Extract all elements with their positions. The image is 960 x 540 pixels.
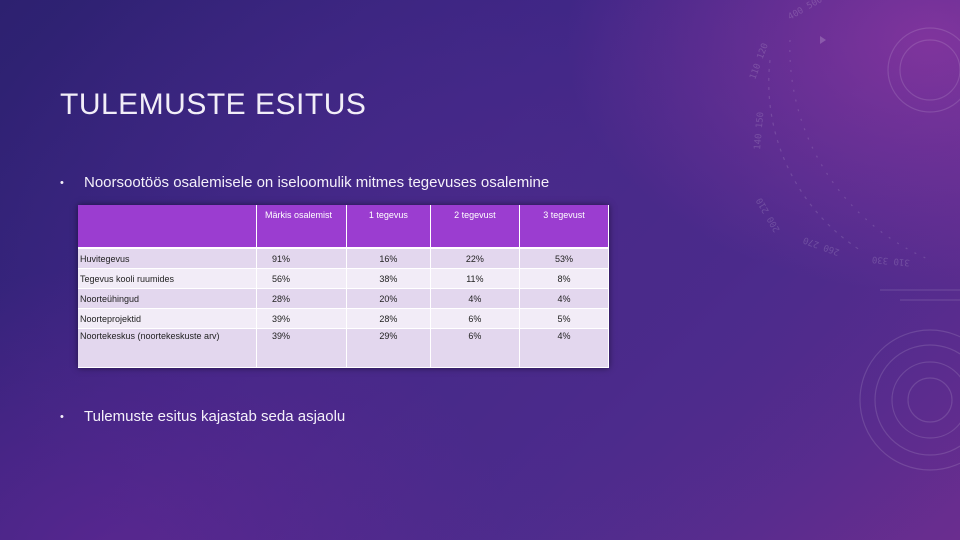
row-label: Huvitegevus — [78, 248, 257, 269]
table-row: Huvitegevus 91% 16% 22% 53% — [78, 248, 610, 269]
cell-participation: 56% — [256, 268, 347, 289]
cell-participation: 39% — [256, 308, 347, 329]
cell-3-activities: 4% — [519, 328, 610, 368]
cell-2-activities: 6% — [430, 328, 520, 368]
header-cell-2-activities: 2 tegevust — [430, 205, 520, 249]
slide-title: TULEMUSTE ESITUS — [60, 88, 367, 121]
bullet-text: Noorsootöös osalemisele on iseloomulik m… — [84, 174, 550, 191]
cell-3-activities: 53% — [519, 248, 610, 269]
table-header-row: Märkis osalemist 1 tegevus 2 tegevust 3 … — [78, 205, 610, 249]
cell-2-activities: 4% — [430, 288, 520, 309]
cell-1-activity: 38% — [346, 268, 431, 289]
cell-participation: 28% — [256, 288, 347, 309]
cell-participation: 39% — [256, 328, 347, 368]
bullet-icon: • — [60, 176, 64, 189]
bullet-item: • Noorsootöös osalemisele on iseloomulik… — [60, 174, 549, 191]
svg-text:200 210: 200 210 — [755, 196, 783, 234]
bullet-text: Tulemuste esitus kajastab seda asjaolu — [84, 408, 346, 425]
header-label: 3 tegevust — [543, 210, 585, 220]
cell-1-activity: 28% — [346, 308, 431, 329]
header-cell-1-activity: 1 tegevus — [346, 205, 431, 249]
svg-text:310 330: 310 330 — [872, 254, 911, 267]
cell-1-activity: 29% — [346, 328, 431, 368]
svg-text:260 270: 260 270 — [802, 234, 841, 256]
cell-2-activities: 22% — [430, 248, 520, 269]
row-label: Noorteprojektid — [78, 308, 257, 329]
results-table: Märkis osalemist 1 tegevus 2 tegevust 3 … — [78, 205, 610, 368]
cell-1-activity: 20% — [346, 288, 431, 309]
cell-1-activity: 16% — [346, 248, 431, 269]
svg-text:400 500: 400 500 — [787, 0, 825, 23]
bullet-icon: • — [60, 410, 64, 423]
cell-2-activities: 11% — [430, 268, 520, 289]
row-label: Noortekeskus (noortekeskuste arv) — [78, 328, 257, 368]
row-label: Noorteühingud — [78, 288, 257, 309]
header-cell-empty — [78, 205, 257, 249]
bullet-item: • Tulemuste esitus kajastab seda asjaolu — [60, 408, 345, 425]
header-label: 2 tegevust — [454, 210, 496, 220]
table-row: Tegevus kooli ruumides 56% 38% 11% 8% — [78, 268, 610, 289]
cell-participation: 91% — [256, 248, 347, 269]
svg-text:140 150: 140 150 — [753, 112, 766, 151]
cell-3-activities: 8% — [519, 268, 610, 289]
header-label: 1 tegevus — [368, 210, 408, 220]
cell-3-activities: 4% — [519, 288, 610, 309]
header-cell-participation: Märkis osalemist — [256, 205, 347, 249]
header-cell-3-activities: 3 tegevust — [519, 205, 610, 249]
svg-text:110 120: 110 120 — [748, 42, 770, 81]
row-label: Tegevus kooli ruumides — [78, 268, 257, 289]
cell-2-activities: 6% — [430, 308, 520, 329]
header-label: Märkis osalemist — [265, 210, 333, 220]
table-row: Noortekeskus (noortekeskuste arv) 39% 29… — [78, 328, 610, 368]
table-row: Noorteühingud 28% 20% 4% 4% — [78, 288, 610, 309]
cell-3-activities: 5% — [519, 308, 610, 329]
table-row: Noorteprojektid 39% 28% 6% 5% — [78, 308, 610, 329]
